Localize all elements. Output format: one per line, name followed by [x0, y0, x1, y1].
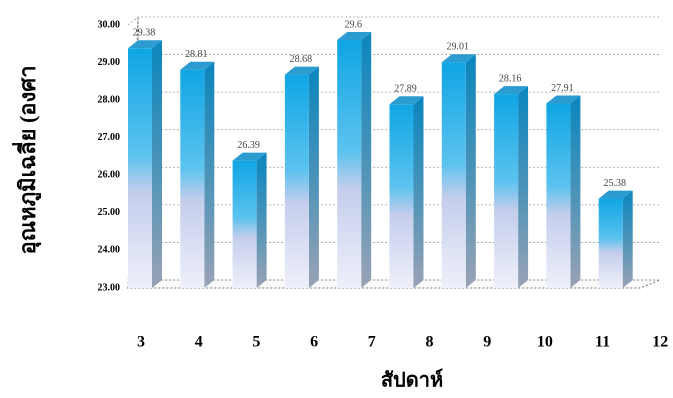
bar [180, 61, 215, 289]
x-tick-label: 9 [483, 334, 491, 351]
bar-front [389, 104, 414, 288]
bar-side [256, 152, 267, 288]
bar [337, 32, 372, 289]
bar-top [337, 32, 372, 41]
bar [128, 40, 162, 289]
value-label: 29.6 [344, 19, 362, 30]
value-label: 27.89 [394, 84, 417, 95]
y-tick-label: 25.00 [98, 207, 121, 218]
bar-top [598, 190, 633, 199]
y-axis-label: อุณหภูมิเฉลี่ย (องศา [11, 65, 42, 254]
value-label: 29.01 [447, 41, 470, 52]
value-label: 25.38 [603, 178, 626, 189]
bar-top [546, 95, 581, 104]
bar-front [232, 160, 257, 288]
bar-side [518, 86, 529, 288]
x-tick-label: 3 [137, 334, 145, 351]
bar [441, 54, 476, 289]
x-tick-label: 10 [537, 334, 553, 351]
bar [389, 96, 424, 288]
bar-side [308, 66, 319, 288]
bar [232, 152, 267, 288]
value-label: 26.39 [237, 140, 260, 151]
bar-side [413, 96, 424, 288]
bar [494, 86, 529, 288]
value-label: 29.38 [133, 28, 156, 39]
grid-line [127, 54, 660, 63]
x-tick-label: 6 [310, 334, 318, 351]
y-tick-label: 26.00 [98, 170, 121, 181]
bar-side [570, 95, 581, 288]
y-tick-label: 29.00 [98, 57, 121, 68]
bar-top [232, 152, 267, 161]
bar-front [284, 74, 309, 288]
grid-line [127, 16, 660, 26]
bar-side [361, 32, 372, 289]
bar-side [465, 54, 476, 289]
bar-front [441, 62, 466, 289]
bar-front [546, 103, 571, 288]
x-axis-label: สัปดาห์ [381, 369, 443, 392]
bar-top [284, 66, 319, 75]
bar-front [180, 69, 205, 289]
bar-top [441, 54, 476, 63]
x-tick-label: 7 [368, 334, 376, 351]
bar-side [622, 190, 633, 288]
bar-front [337, 40, 362, 289]
value-label: 28.81 [185, 49, 208, 60]
value-label: 27.91 [551, 83, 574, 94]
bar [284, 66, 319, 288]
bar-front [128, 48, 152, 289]
y-tick-label: 30.00 [98, 19, 121, 30]
x-tick-label: 5 [252, 334, 260, 351]
y-tick-label: 27.00 [98, 132, 121, 143]
bar-top [389, 96, 424, 105]
x-tick-label: 11 [595, 334, 610, 351]
y-tick-label: 28.00 [98, 94, 121, 105]
value-label: 28.68 [290, 54, 313, 65]
x-tick-label: 8 [426, 334, 434, 351]
bar-side [204, 61, 215, 289]
bar-top [180, 61, 215, 70]
y-tick-label: 24.00 [98, 245, 121, 256]
bar-top [128, 40, 162, 49]
value-label: 28.16 [499, 73, 522, 84]
bar-front [494, 94, 519, 288]
x-tick-label: 4 [195, 334, 203, 351]
x-tick-label: 12 [652, 334, 668, 351]
bar-top [494, 86, 529, 95]
y-tick-label: 23.00 [98, 282, 121, 293]
bar-side [152, 40, 162, 289]
bar-front [598, 198, 623, 288]
bar [598, 190, 633, 288]
bar [546, 95, 581, 288]
